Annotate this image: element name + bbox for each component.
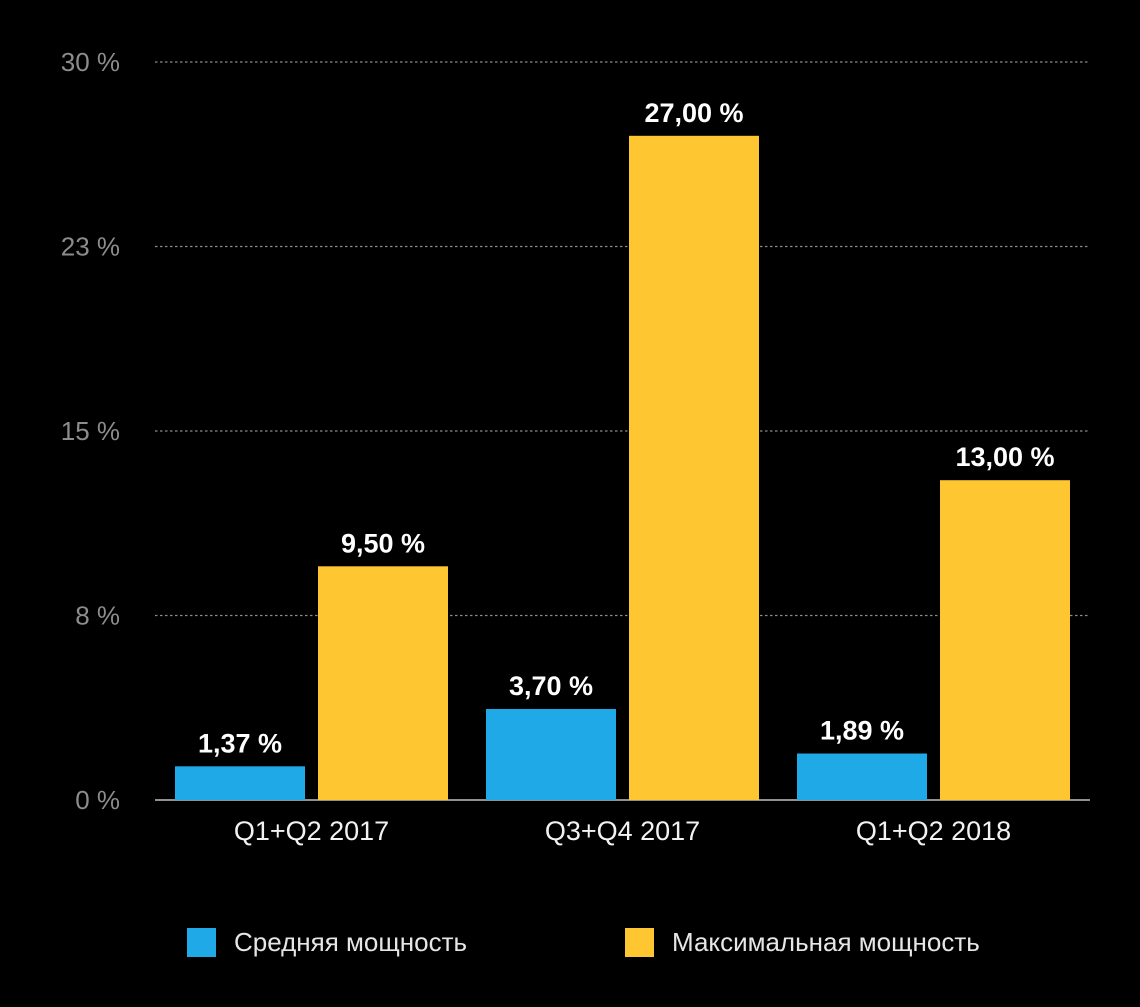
legend-swatch-max-power: [625, 927, 654, 957]
legend: Средняя мощность Максимальная мощность: [0, 922, 1140, 962]
value-label-series1-cat2: 13,00 %: [955, 442, 1054, 472]
legend-label-average-power: Средняя мощность: [234, 926, 468, 957]
bar-series0-cat1: [486, 708, 616, 800]
value-label-series1-cat1: 27,00 %: [644, 98, 743, 128]
bar-series0-cat0: [175, 766, 305, 800]
category-label-1: Q3+Q4 2017: [545, 816, 700, 846]
legend-item-max-power: Максимальная мощность: [625, 922, 980, 962]
bar-series1-cat1: [629, 135, 759, 801]
category-label-2: Q1+Q2 2018: [856, 816, 1011, 846]
bar-series1-cat0: [318, 566, 448, 800]
y-tick-label-2: 15 %: [61, 416, 120, 446]
category-label-0: Q1+Q2 2017: [234, 816, 389, 846]
bar-series0-cat2: [797, 753, 927, 800]
y-tick-label-1: 8 %: [75, 601, 120, 631]
y-tick-label-0: 0 %: [75, 785, 120, 815]
value-label-series0-cat2: 1,89 %: [820, 716, 904, 746]
y-tick-label-3: 23 %: [61, 232, 120, 262]
legend-label-max-power: Максимальная мощность: [672, 926, 980, 957]
value-label-series0-cat0: 1,37 %: [198, 728, 282, 758]
value-label-series1-cat0: 9,50 %: [341, 528, 425, 558]
legend-swatch-average-power: [187, 927, 216, 957]
y-tick-label-4: 30 %: [61, 47, 120, 77]
legend-item-average-power: Средняя мощность: [187, 922, 467, 962]
bar-series1-cat2: [940, 480, 1070, 800]
value-label-series0-cat1: 3,70 %: [509, 671, 593, 701]
